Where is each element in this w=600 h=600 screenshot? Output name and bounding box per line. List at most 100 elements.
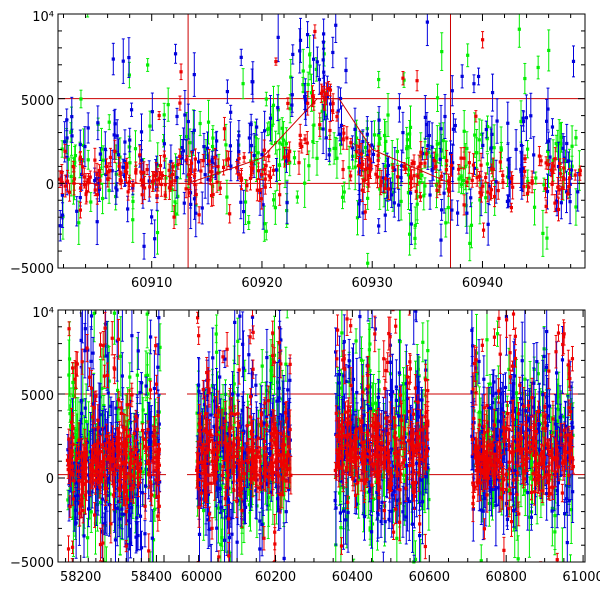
top-point-green bbox=[295, 190, 299, 204]
top-point-blue bbox=[383, 198, 387, 233]
top-point-blue bbox=[291, 44, 295, 65]
top-point-green bbox=[413, 227, 417, 250]
bottom-y-tick-label-0: 0 bbox=[46, 472, 54, 487]
top-point-green bbox=[408, 212, 412, 256]
top-point-green bbox=[523, 62, 527, 95]
top-point-blue bbox=[175, 107, 179, 126]
top-point-blue bbox=[519, 150, 523, 188]
top-point-blue bbox=[324, 115, 328, 160]
top-point-blue bbox=[397, 188, 401, 222]
top-point-green bbox=[372, 120, 377, 150]
top-point-green bbox=[541, 209, 545, 257]
top-series-red bbox=[58, 24, 582, 238]
top-point-blue bbox=[192, 52, 196, 97]
top-point-blue bbox=[298, 17, 303, 63]
top-point-blue bbox=[65, 119, 69, 157]
top-point-green bbox=[264, 91, 268, 107]
bottom-x-tick-label-60000: 60000 bbox=[181, 570, 222, 585]
top-point-green bbox=[191, 109, 195, 156]
top-panel: 10⁴ 5000 0 −5000 60910 60920 60930 60940 bbox=[10, 10, 586, 291]
top-point-blue bbox=[481, 132, 485, 159]
bottom-x-tick-label-60200: 60200 bbox=[255, 570, 296, 585]
top-point-blue bbox=[75, 196, 79, 227]
top-point-green bbox=[303, 158, 307, 208]
top-point-blue bbox=[565, 123, 569, 164]
top-point-green bbox=[542, 177, 546, 192]
top-point-green bbox=[89, 192, 93, 212]
top-point-red bbox=[560, 175, 564, 200]
top-point-green bbox=[280, 117, 284, 140]
top-point-blue bbox=[476, 67, 481, 86]
top-point-blue bbox=[242, 189, 246, 234]
top-point-green bbox=[225, 179, 229, 215]
top-point-blue bbox=[70, 128, 74, 144]
bottom-x-tick-label-58400: 58400 bbox=[131, 570, 172, 585]
top-point-blue bbox=[450, 75, 454, 107]
top-point-green bbox=[466, 43, 470, 68]
top-point-blue bbox=[576, 172, 580, 212]
top-point-blue bbox=[456, 200, 460, 226]
top-point-green bbox=[408, 105, 413, 150]
bottom-y-tick-label-10000: 10⁴ bbox=[32, 306, 54, 321]
top-point-blue bbox=[522, 111, 526, 132]
top-point-green bbox=[101, 145, 105, 176]
bottom-x-tick-label-60400: 60400 bbox=[332, 570, 373, 585]
top-point-green bbox=[79, 89, 83, 109]
top-point-blue bbox=[305, 21, 310, 49]
top-point-blue bbox=[442, 172, 446, 214]
top-point-blue bbox=[150, 209, 154, 225]
top-point-green bbox=[307, 150, 311, 181]
top-point-red bbox=[543, 179, 548, 199]
top-y-tick-label-10000: 10⁴ bbox=[32, 10, 54, 25]
top-point-green bbox=[536, 55, 540, 80]
top-point-blue bbox=[564, 170, 569, 214]
top-point-blue bbox=[114, 170, 118, 205]
top-point-blue bbox=[344, 57, 348, 84]
top-point-green bbox=[574, 129, 578, 146]
top-point-blue bbox=[285, 181, 289, 224]
top-point-blue bbox=[268, 95, 273, 142]
bottom-x-tick-label-61000: 61000 bbox=[562, 570, 600, 585]
top-point-blue bbox=[312, 34, 316, 84]
top-point-green bbox=[484, 182, 488, 214]
top-point-blue bbox=[252, 133, 256, 178]
top-point-blue bbox=[390, 181, 394, 208]
top-point-green bbox=[335, 137, 339, 179]
top-point-blue bbox=[173, 43, 178, 64]
top-point-green bbox=[292, 150, 297, 165]
top-point-blue bbox=[546, 131, 550, 151]
top-point-blue bbox=[439, 104, 443, 153]
top-point-blue bbox=[350, 135, 354, 161]
top-point-blue bbox=[428, 180, 432, 210]
top-point-blue bbox=[546, 87, 550, 131]
top-point-blue bbox=[439, 223, 443, 257]
bottom-axis-break-gap bbox=[166, 306, 187, 566]
top-point-blue bbox=[506, 142, 510, 178]
top-point-blue bbox=[276, 94, 280, 122]
top-x-tick-label-60910: 60910 bbox=[131, 276, 172, 291]
top-point-red bbox=[328, 121, 332, 140]
top-point-green bbox=[532, 189, 537, 226]
top-point-green bbox=[340, 185, 345, 210]
top-point-green bbox=[377, 70, 381, 89]
top-point-blue bbox=[205, 131, 210, 166]
top-point-green bbox=[86, 149, 90, 170]
top-point-blue bbox=[203, 150, 207, 199]
top-point-blue bbox=[274, 157, 279, 182]
top-point-blue bbox=[440, 198, 444, 221]
top-point-red bbox=[481, 222, 486, 238]
top-point-green bbox=[166, 87, 170, 122]
top-point-blue bbox=[111, 42, 115, 76]
top-point-green bbox=[155, 210, 160, 255]
top-point-green bbox=[188, 128, 192, 157]
top-point-blue bbox=[200, 191, 204, 225]
top-point-blue bbox=[472, 74, 476, 94]
top-point-green bbox=[347, 145, 351, 190]
top-point-blue bbox=[571, 45, 576, 78]
top-point-blue bbox=[225, 79, 229, 104]
top-point-green bbox=[342, 181, 346, 203]
top-point-blue bbox=[524, 94, 528, 142]
top-point-blue bbox=[490, 115, 494, 154]
top-point-blue bbox=[115, 182, 119, 198]
